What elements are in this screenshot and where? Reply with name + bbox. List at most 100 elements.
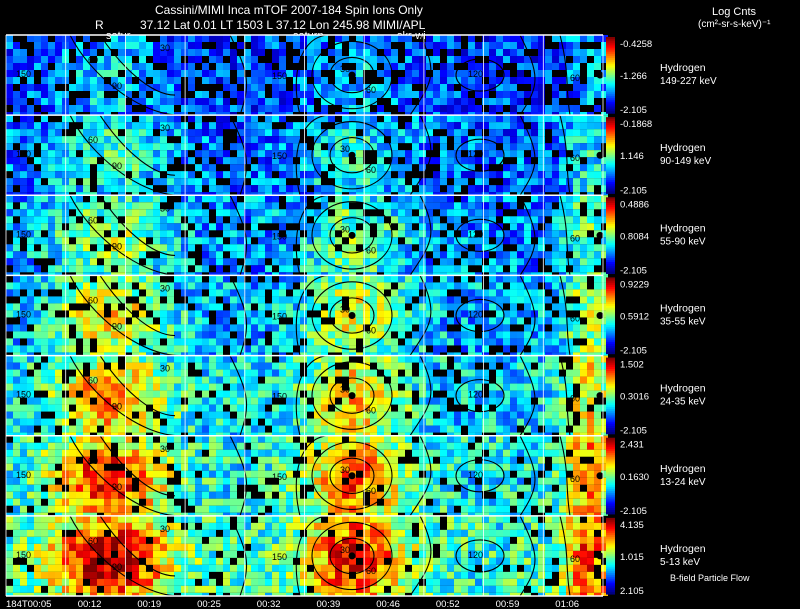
heatmap-cell xyxy=(237,383,244,391)
heatmap-cell xyxy=(20,456,27,464)
heatmap-cell xyxy=(587,70,594,77)
heatmap-cell xyxy=(531,272,538,276)
heatmap-cell xyxy=(314,42,321,49)
heatmap-cell xyxy=(405,390,412,398)
heatmap-cell xyxy=(594,477,601,485)
heatmap-cell xyxy=(90,150,97,158)
heatmap-cell xyxy=(426,484,433,492)
heatmap-cell xyxy=(524,272,531,276)
heatmap-cell xyxy=(188,216,195,224)
heatmap-cell xyxy=(594,435,601,443)
heatmap-cell xyxy=(216,338,223,346)
heatmap-cell xyxy=(552,185,559,193)
heatmap-cell xyxy=(524,164,531,172)
heatmap-cell xyxy=(559,105,566,112)
heatmap-cell xyxy=(601,432,608,436)
heatmap-cell xyxy=(307,209,314,217)
heatmap-cell xyxy=(510,355,517,363)
heatmap-cell xyxy=(538,376,545,384)
heatmap-cell xyxy=(48,195,55,203)
heatmap-cell xyxy=(160,265,167,273)
heatmap-cell xyxy=(405,157,412,165)
heatmap-cell xyxy=(300,192,307,196)
heatmap-cell xyxy=(328,185,335,193)
heatmap-cell xyxy=(510,369,517,377)
heatmap-cell xyxy=(20,185,27,193)
heatmap-cell xyxy=(475,122,482,130)
heatmap-cell xyxy=(503,355,510,363)
heatmap-cell xyxy=(349,237,356,245)
heatmap-cell xyxy=(97,265,104,273)
heatmap-cell xyxy=(426,265,433,273)
heatmap-cell xyxy=(307,338,314,346)
heatmap-cell xyxy=(188,84,195,91)
heatmap-cell xyxy=(384,77,391,84)
heatmap-cell xyxy=(265,216,272,224)
heatmap-cell xyxy=(258,265,265,273)
heatmap-cell xyxy=(356,150,363,158)
heatmap-cell xyxy=(356,192,363,196)
heatmap-cell xyxy=(335,296,342,304)
heatmap-cell xyxy=(349,98,356,105)
heatmap-cell xyxy=(405,289,412,297)
heatmap-cell xyxy=(104,115,111,123)
heatmap-cell xyxy=(314,223,321,231)
heatmap-cell xyxy=(300,157,307,165)
heatmap-cell xyxy=(335,338,342,346)
heatmap-cell xyxy=(188,442,195,450)
heatmap-cell xyxy=(335,84,342,91)
heatmap-cell xyxy=(531,42,538,49)
heatmap-cell xyxy=(489,397,496,405)
heatmap-cell xyxy=(41,143,48,151)
heatmap-cell xyxy=(377,383,384,391)
heatmap-cell xyxy=(433,355,440,363)
heatmap-cell xyxy=(552,195,559,203)
heatmap-cell xyxy=(559,164,566,172)
heatmap-cell xyxy=(27,202,34,210)
heatmap-cell xyxy=(377,202,384,210)
heatmap-cell xyxy=(76,317,83,325)
heatmap-cell xyxy=(279,338,286,346)
heatmap-cell xyxy=(6,463,13,471)
heatmap-cell xyxy=(384,404,391,412)
heatmap-cell xyxy=(293,289,300,297)
heatmap-cell xyxy=(146,317,153,325)
heatmap-cell xyxy=(230,362,237,370)
heatmap-cell xyxy=(20,435,27,443)
heatmap-cell xyxy=(272,369,279,377)
heatmap-cell xyxy=(202,258,209,266)
heatmap-cell xyxy=(447,35,454,42)
heatmap-cell xyxy=(356,289,363,297)
heatmap-cell xyxy=(244,150,251,158)
heatmap-cell xyxy=(293,42,300,49)
heatmap-cell xyxy=(454,91,461,98)
heatmap-cell xyxy=(286,70,293,77)
heatmap-cell xyxy=(125,202,132,210)
heatmap-cell xyxy=(174,383,181,391)
heatmap-cell xyxy=(524,91,531,98)
heatmap-cell xyxy=(412,463,419,471)
heatmap-cell xyxy=(377,282,384,290)
heatmap-cell xyxy=(552,216,559,224)
heatmap-cell xyxy=(237,411,244,419)
heatmap-cell xyxy=(440,105,447,112)
heatmap-cell xyxy=(230,143,237,151)
heatmap-cell xyxy=(272,338,279,346)
heatmap-cell xyxy=(398,84,405,91)
heatmap-cell xyxy=(363,310,370,318)
heatmap-cell xyxy=(160,122,167,130)
heatmap-cell xyxy=(356,362,363,370)
heatmap-cell xyxy=(265,352,272,356)
heatmap-cell xyxy=(293,202,300,210)
heatmap-cell xyxy=(181,265,188,273)
heatmap-cell xyxy=(34,171,41,179)
heatmap-cell xyxy=(391,258,398,266)
heatmap-cell xyxy=(41,456,48,464)
heatmap-cell xyxy=(566,195,573,203)
heatmap-cell xyxy=(160,195,167,203)
heatmap-cell xyxy=(111,418,118,426)
heatmap-cell xyxy=(496,324,503,332)
heatmap-cell xyxy=(531,192,538,196)
heatmap-cell xyxy=(531,282,538,290)
heatmap-cell xyxy=(188,178,195,186)
